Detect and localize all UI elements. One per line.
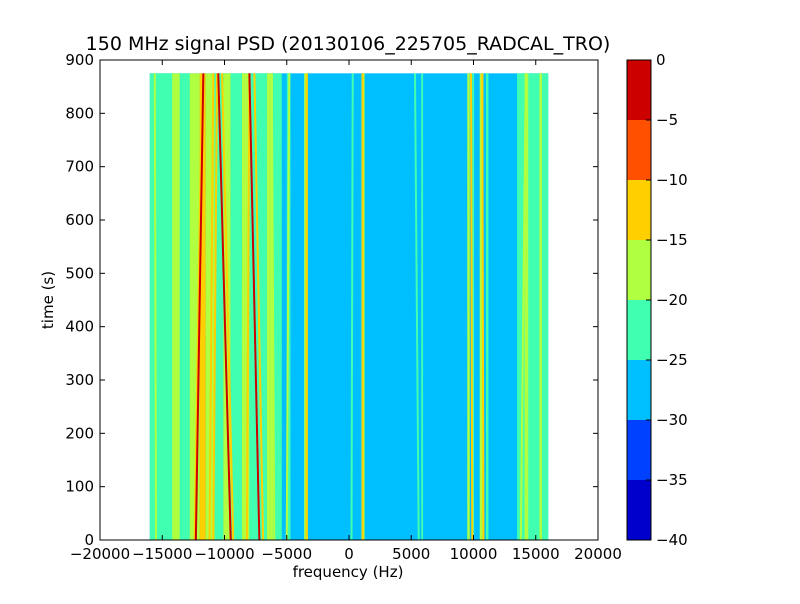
heatmap-layer [149, 73, 549, 541]
colorbar-tick-label: −20 [656, 291, 688, 309]
axes-layer: −20000 −15000 −10000 −5000 0 5000 10000 15000 20… [65, 51, 622, 563]
colorbar-tick-label: −40 [656, 531, 688, 549]
x-tick-label: −15000 [132, 545, 192, 563]
x-tick-label: 10000 [450, 545, 498, 563]
colorbar: 0 −5 −10 −15 −20 −25 −30 −35 −40 [626, 51, 688, 549]
y-tick-label: 900 [65, 51, 94, 69]
y-tick-label: 700 [65, 158, 94, 176]
signal-line [519, 73, 527, 541]
colorbar-tick-label: −10 [656, 171, 688, 189]
colorbar-segment [627, 120, 651, 180]
colorbar-segment [627, 360, 651, 420]
signal-line [193, 73, 204, 541]
chart-title: 150 MHz signal PSD (20130106_225705_RADC… [86, 33, 611, 55]
heatmap-band [230, 73, 242, 540]
heatmap-band [199, 73, 206, 540]
signal-line [470, 73, 474, 541]
colorbar-segment [627, 300, 651, 360]
heatmap-band [472, 73, 475, 540]
signal-line [481, 73, 485, 541]
colorbar-segment [627, 420, 651, 480]
heatmap-band [205, 73, 215, 540]
heatmap-band [467, 73, 470, 540]
heatmap-band [539, 73, 542, 540]
signal-line [194, 73, 205, 541]
heatmap-band [214, 73, 224, 540]
colorbar-tick-label: −35 [656, 471, 688, 489]
signal-line [413, 73, 420, 541]
colorbar-tick-label: −25 [656, 351, 688, 369]
signal-line [350, 73, 354, 541]
signal-line [253, 73, 265, 541]
colorbar-segment [627, 180, 651, 240]
y-tick-label: 800 [65, 104, 94, 122]
signal-line [161, 73, 165, 541]
y-tick-label: 200 [65, 424, 94, 442]
colorbar-tick-label: −5 [656, 111, 678, 129]
signal-line [217, 73, 232, 541]
signal-line [212, 73, 219, 541]
heatmap-band [421, 73, 424, 540]
heatmap-band [241, 73, 250, 540]
y-axis-label: time (s) [39, 271, 57, 329]
x-tick-label: 20000 [574, 545, 622, 563]
heatmap-band [524, 73, 529, 540]
signal-line [153, 73, 158, 541]
colorbar-tick-label: −15 [656, 231, 688, 249]
y-tick-label: 100 [65, 478, 94, 496]
x-tick-label: 0 [344, 545, 354, 563]
colorbar-segment [627, 240, 651, 300]
heatmap-band [180, 73, 190, 540]
x-tick-label: 5000 [392, 545, 430, 563]
x-tick-label: 15000 [512, 545, 560, 563]
heatmap-band [479, 73, 484, 540]
y-tick-label: 500 [65, 264, 94, 282]
colorbar-segment [627, 60, 651, 120]
x-tick-label: −20000 [70, 545, 130, 563]
signal-line [270, 73, 276, 541]
heatmap-band [266, 73, 274, 540]
colorbar-tick-label: 0 [656, 51, 666, 69]
signal-line [248, 73, 261, 541]
signal-line [285, 73, 291, 541]
signal-line [221, 73, 235, 541]
heatmap-band [172, 73, 180, 540]
heatmap-band [189, 73, 200, 540]
x-tick-label: −5000 [261, 545, 312, 563]
x-tick-label: −10000 [194, 545, 254, 563]
signal-line [245, 73, 251, 541]
y-tick-label: 0 [84, 531, 94, 549]
x-axis-label: frequency (Hz) [293, 563, 404, 581]
colorbar-segment [627, 480, 651, 540]
y-tick-label: 400 [65, 318, 94, 336]
heatmap-band [273, 73, 282, 540]
signal-line [208, 73, 215, 541]
colorbar-tick-label: −30 [656, 411, 688, 429]
heatmap-band [485, 73, 489, 540]
y-tick-label: 600 [65, 211, 94, 229]
y-tick-label: 300 [65, 371, 94, 389]
